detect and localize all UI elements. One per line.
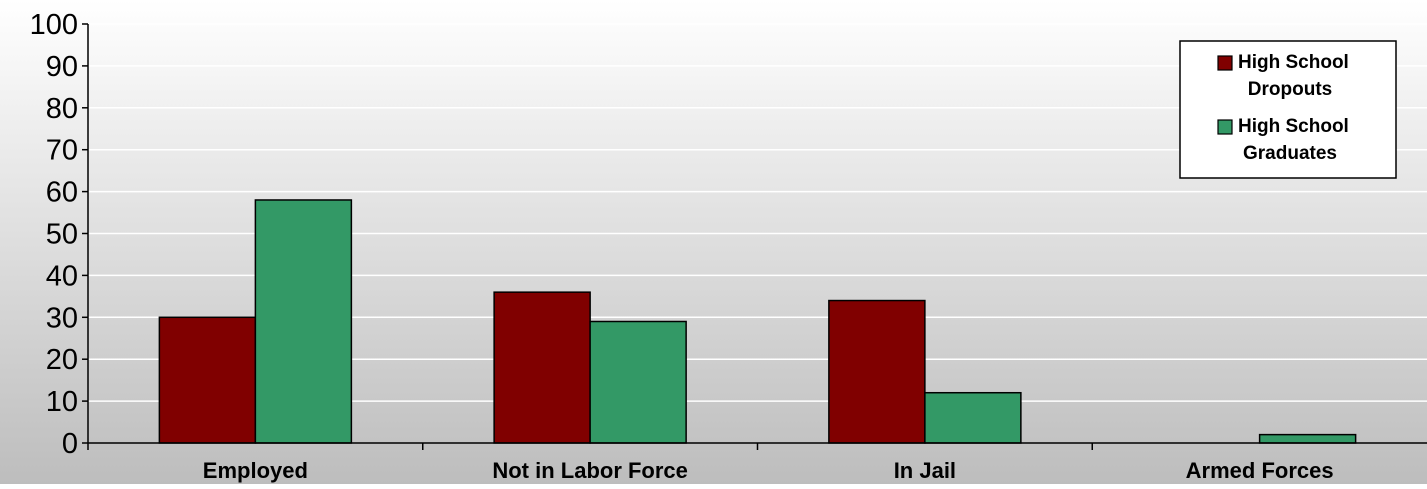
- y-tick-label: 100: [30, 9, 78, 41]
- y-tick-label: 30: [46, 302, 78, 334]
- y-tick-label: 60: [46, 177, 78, 209]
- bar-dropouts-employed: [158, 316, 257, 444]
- bar-dropouts-not-in-labor-force: [493, 291, 591, 444]
- axes: [82, 23, 1427, 450]
- y-tick-label: 80: [46, 93, 78, 125]
- bar-graduates-armed-forces: [1258, 433, 1357, 444]
- y-tick-label: 40: [46, 260, 78, 292]
- y-tick-label: 0: [62, 428, 78, 460]
- legend-label: High School Graduates: [1238, 116, 1349, 164]
- legend-box: [1179, 40, 1397, 179]
- bar-graduates-not-in-labor-force: [589, 320, 687, 444]
- y-tick-label: 50: [46, 219, 78, 251]
- y-tick-label: 10: [46, 386, 78, 418]
- x-tick-label: Armed Forces: [1186, 458, 1334, 483]
- y-tick-label: 20: [46, 344, 78, 376]
- bar-graduates-in-jail: [924, 391, 1022, 444]
- x-tick-label: In Jail: [894, 458, 956, 483]
- legend-swatch: [1217, 119, 1233, 135]
- legend: High School Dropouts High School Graduates: [1179, 40, 1397, 179]
- legend-label: High School Dropouts: [1238, 52, 1349, 100]
- bar-graduates-employed: [254, 199, 353, 444]
- bars: [158, 199, 1357, 444]
- x-tick-label: Not in Labor Force: [492, 458, 688, 483]
- y-tick-label: 70: [46, 135, 78, 167]
- x-tick-labels: Employed Not in Labor Force In Jail Armed F…: [203, 458, 1334, 483]
- legend-swatch: [1217, 55, 1233, 71]
- x-tick-label: Employed: [203, 458, 308, 483]
- bar-dropouts-in-jail: [828, 299, 926, 444]
- y-tick-label: 90: [46, 51, 78, 83]
- y-tick-labels: 0 10 20 30 40 50 60 70 80 90 100: [30, 9, 78, 460]
